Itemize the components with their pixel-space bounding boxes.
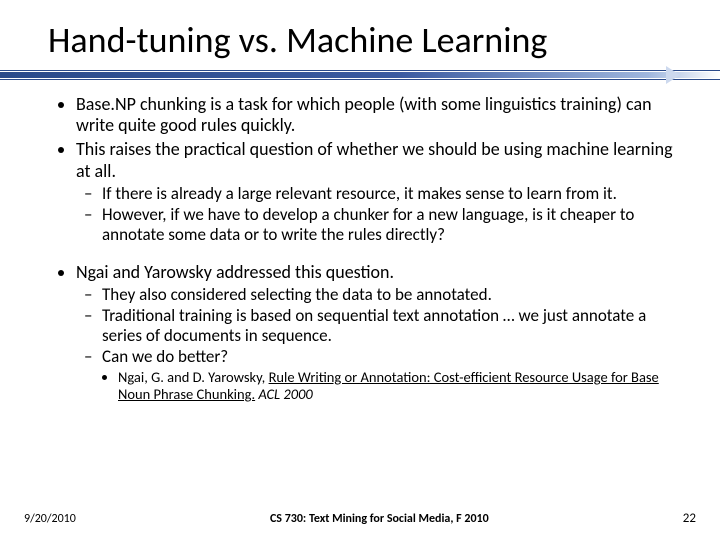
slide-title: Hand-tuning vs. Machine Learning [40,18,680,62]
sub-bullet-item: They also considered selecting the data … [102,285,680,305]
accent-bar [0,70,720,80]
accent-line-top [0,70,720,71]
sub-bullet-item: Traditional training is based on sequent… [102,306,680,345]
slide-body: Base.NP chunking is a task for which peo… [40,94,680,403]
bullet-list: Base.NP chunking is a task for which peo… [54,94,680,245]
spacer [54,248,680,262]
bullet-item: Ngai and Yarowsky addressed this questio… [76,262,680,404]
bullet-text: This raises the practical question of wh… [76,138,673,181]
bullet-item: This raises the practical question of wh… [76,139,680,244]
citation-list: Ngai, G. and D. Yarowsky, Rule Writing o… [76,369,680,403]
citation-item: Ngai, G. and D. Yarowsky, Rule Writing o… [118,369,680,403]
sub-bullet-item: If there is already a large relevant res… [102,184,680,204]
bullet-item: Base.NP chunking is a task for which peo… [76,94,680,136]
accent-line-bottom [0,79,720,80]
bullet-list: Ngai and Yarowsky addressed this questio… [54,262,680,404]
sub-bullet-item: However, if we have to develop a chunker… [102,205,680,244]
citation-prefix: Ngai, G. and D. Yarowsky, [118,368,269,386]
arrow-head-icon [666,66,680,84]
accent-fill [0,72,720,78]
sub-bullet-item: Can we do better? [102,347,680,367]
sub-bullet-list: If there is already a large relevant res… [76,184,680,245]
footer-page-number: 22 [683,511,696,526]
slide-footer: 9/20/2010 CS 730: Text Mining for Social… [0,511,720,526]
slide: Hand-tuning vs. Machine Learning Base.NP… [0,0,720,540]
footer-date: 9/20/2010 [24,512,76,526]
bullet-text: Ngai and Yarowsky addressed this questio… [76,261,394,283]
citation-venue: ACL 2000 [255,385,313,403]
footer-course: CS 730: Text Mining for Social Media, F … [270,512,489,526]
sub-bullet-list: They also considered selecting the data … [76,285,680,367]
